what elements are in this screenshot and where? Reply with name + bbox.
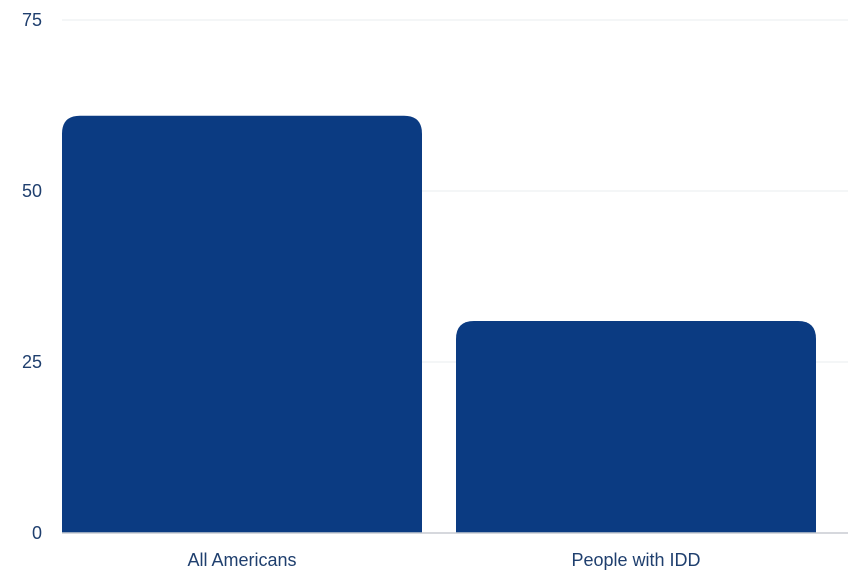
y-tick-label-25: 25 xyxy=(22,352,42,372)
x-category-label-1: People with IDD xyxy=(571,550,700,570)
x-axis-category-labels: All Americans People with IDD xyxy=(187,550,700,570)
y-tick-label-75: 75 xyxy=(22,10,42,30)
bars xyxy=(62,115,816,533)
bar-all-americans xyxy=(62,115,422,533)
y-tick-label-0: 0 xyxy=(32,523,42,543)
x-category-label-0: All Americans xyxy=(187,550,296,570)
y-tick-label-50: 50 xyxy=(22,181,42,201)
y-axis-ticks: 0 25 50 75 xyxy=(22,10,42,543)
bar-people-with-idd xyxy=(456,320,816,533)
